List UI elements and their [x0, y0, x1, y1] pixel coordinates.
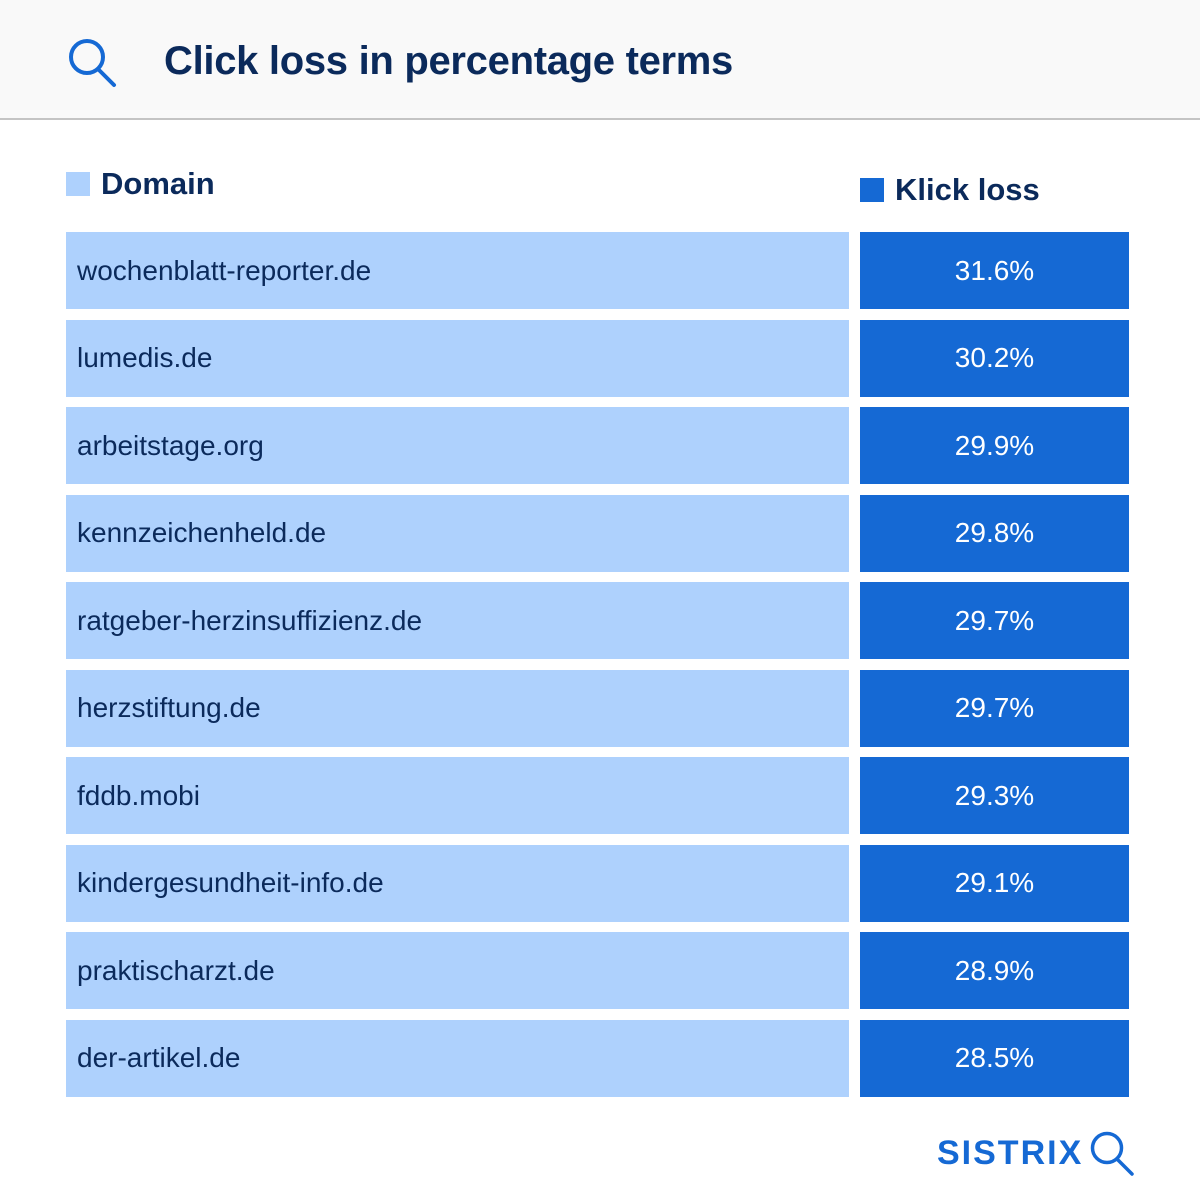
klick-loss-cell: 31.6%	[860, 232, 1129, 309]
page-title: Click loss in percentage terms	[164, 39, 734, 83]
table-row: der-artikel.de 28.5%	[66, 1019, 1130, 1097]
domain-cell: kindergesundheit-info.de	[66, 844, 849, 922]
domain-cell: wochenblatt-reporter.de	[66, 232, 849, 309]
legend-domain: Domain	[66, 166, 215, 202]
domain-cell: fddb.mobi	[66, 757, 849, 834]
legend-label-domain: Domain	[101, 166, 215, 201]
klick-loss-cell: 29.7%	[860, 582, 1129, 659]
search-icon	[1091, 1131, 1134, 1176]
domain-cell: herzstiftung.de	[66, 669, 849, 747]
header: Click loss in percentage terms	[0, 0, 1200, 120]
domain-cell: lumedis.de	[66, 319, 849, 397]
table-row: arbeitstage.org 29.9%	[66, 407, 1130, 484]
domain-cell: der-artikel.de	[66, 1019, 849, 1097]
domain-cell: praktischarzt.de	[66, 932, 849, 1009]
table-row: ratgeber-herzinsuffizienz.de 29.7%	[66, 582, 1130, 659]
klick-loss-cell: 28.9%	[860, 932, 1129, 1009]
domain-cell: ratgeber-herzinsuffizienz.de	[66, 582, 849, 659]
legend-klick-loss: Klick loss	[860, 172, 1040, 208]
legend-label-klick-loss: Klick loss	[895, 172, 1040, 207]
brand-wordmark: SISTRIX	[937, 1134, 1084, 1172]
table-row: kindergesundheit-info.de 29.1%	[66, 844, 1130, 922]
legend-swatch-domain	[66, 172, 90, 196]
klick-loss-cell: 29.9%	[860, 407, 1129, 484]
table-row: kennzeichenheld.de 29.8%	[66, 494, 1130, 572]
table-row: herzstiftung.de 29.7%	[66, 669, 1130, 747]
legend-swatch-klick-loss	[860, 178, 884, 202]
klick-loss-cell: 29.7%	[860, 669, 1129, 747]
table-row: praktischarzt.de 28.9%	[66, 932, 1130, 1009]
klick-loss-cell: 30.2%	[860, 319, 1129, 397]
table-row: fddb.mobi 29.3%	[66, 757, 1130, 834]
table-row: lumedis.de 30.2%	[66, 319, 1130, 397]
klick-loss-cell: 29.3%	[860, 757, 1129, 834]
search-icon	[69, 39, 116, 87]
klick-loss-cell: 29.8%	[860, 494, 1129, 572]
domain-cell: kennzeichenheld.de	[66, 494, 849, 572]
klick-loss-cell: 29.1%	[860, 844, 1129, 922]
sistrix-logo: SISTRIX	[937, 1126, 1137, 1180]
klick-loss-cell: 28.5%	[860, 1019, 1129, 1097]
domain-cell: arbeitstage.org	[66, 407, 849, 484]
table-row: wochenblatt-reporter.de 31.6%	[66, 232, 1130, 309]
